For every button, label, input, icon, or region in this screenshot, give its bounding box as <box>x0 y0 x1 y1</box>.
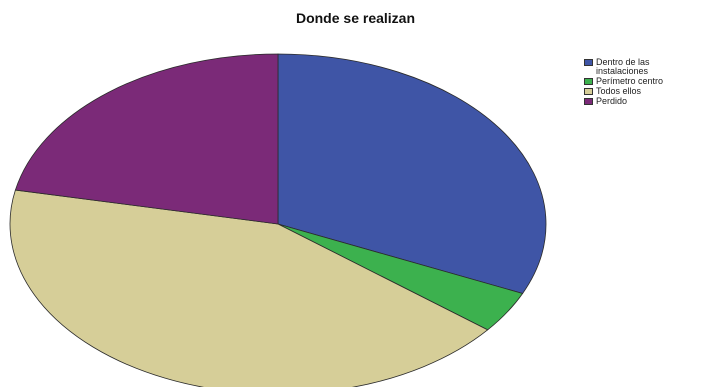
pie-slice-1 <box>277 53 547 294</box>
legend-item: Todos ellos <box>584 87 676 96</box>
legend-swatch <box>584 59 593 66</box>
legend-item: Perdido <box>584 97 676 106</box>
legend-swatch <box>584 88 593 95</box>
legend-label: Dentro de las instalaciones <box>596 57 650 76</box>
pie-slice-4 <box>14 53 279 225</box>
legend-label: Perdido <box>596 96 628 106</box>
legend-label: Perímetro centro <box>596 76 664 86</box>
legend-swatch <box>584 78 593 85</box>
legend-label: Todos ellos <box>596 86 642 96</box>
chart-legend: Dentro de las instalaciones Perímetro cen… <box>584 58 676 107</box>
legend-item: Perímetro centro <box>584 77 676 86</box>
chart-title: Donde se realizan <box>295 10 416 26</box>
pie-slice-3 <box>9 189 489 387</box>
legend-item: Dentro de las instalaciones <box>584 58 676 76</box>
legend-swatch <box>584 98 593 105</box>
